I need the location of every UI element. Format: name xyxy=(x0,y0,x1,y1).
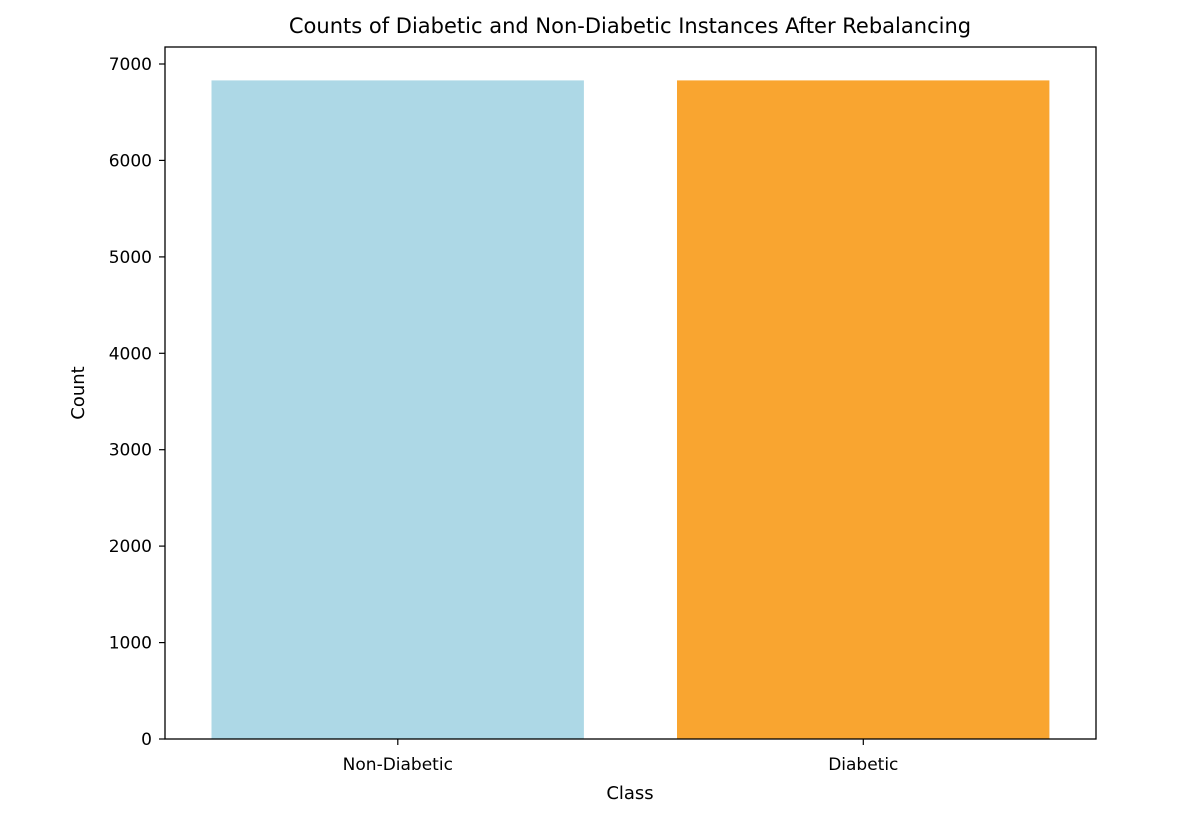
bar-non-diabetic xyxy=(211,80,584,739)
x-axis-label: Class xyxy=(606,783,653,804)
x-tick-label: Non-Diabetic xyxy=(343,755,453,775)
bar-diabetic xyxy=(677,80,1050,739)
y-tick-label: 3000 xyxy=(109,441,152,461)
y-tick-label: 4000 xyxy=(109,344,152,364)
y-tick-label: 0 xyxy=(141,730,152,750)
y-tick-label: 7000 xyxy=(109,55,152,75)
y-tick-label: 5000 xyxy=(109,248,152,268)
plot-frame xyxy=(164,46,1097,740)
bars-layer xyxy=(211,80,1050,739)
y-tick-label: 1000 xyxy=(109,634,152,654)
y-axis: 0 1000 2000 3000 4000 5000 6000 7000 xyxy=(109,55,165,750)
x-tick-label: Diabetic xyxy=(828,755,898,775)
y-axis-label: Count xyxy=(68,366,89,419)
y-tick-label: 2000 xyxy=(109,537,152,557)
y-tick-label: 6000 xyxy=(109,151,152,171)
x-axis: Non-Diabetic Diabetic xyxy=(343,739,898,775)
chart-title: Counts of Diabetic and Non-Diabetic Inst… xyxy=(289,14,971,38)
